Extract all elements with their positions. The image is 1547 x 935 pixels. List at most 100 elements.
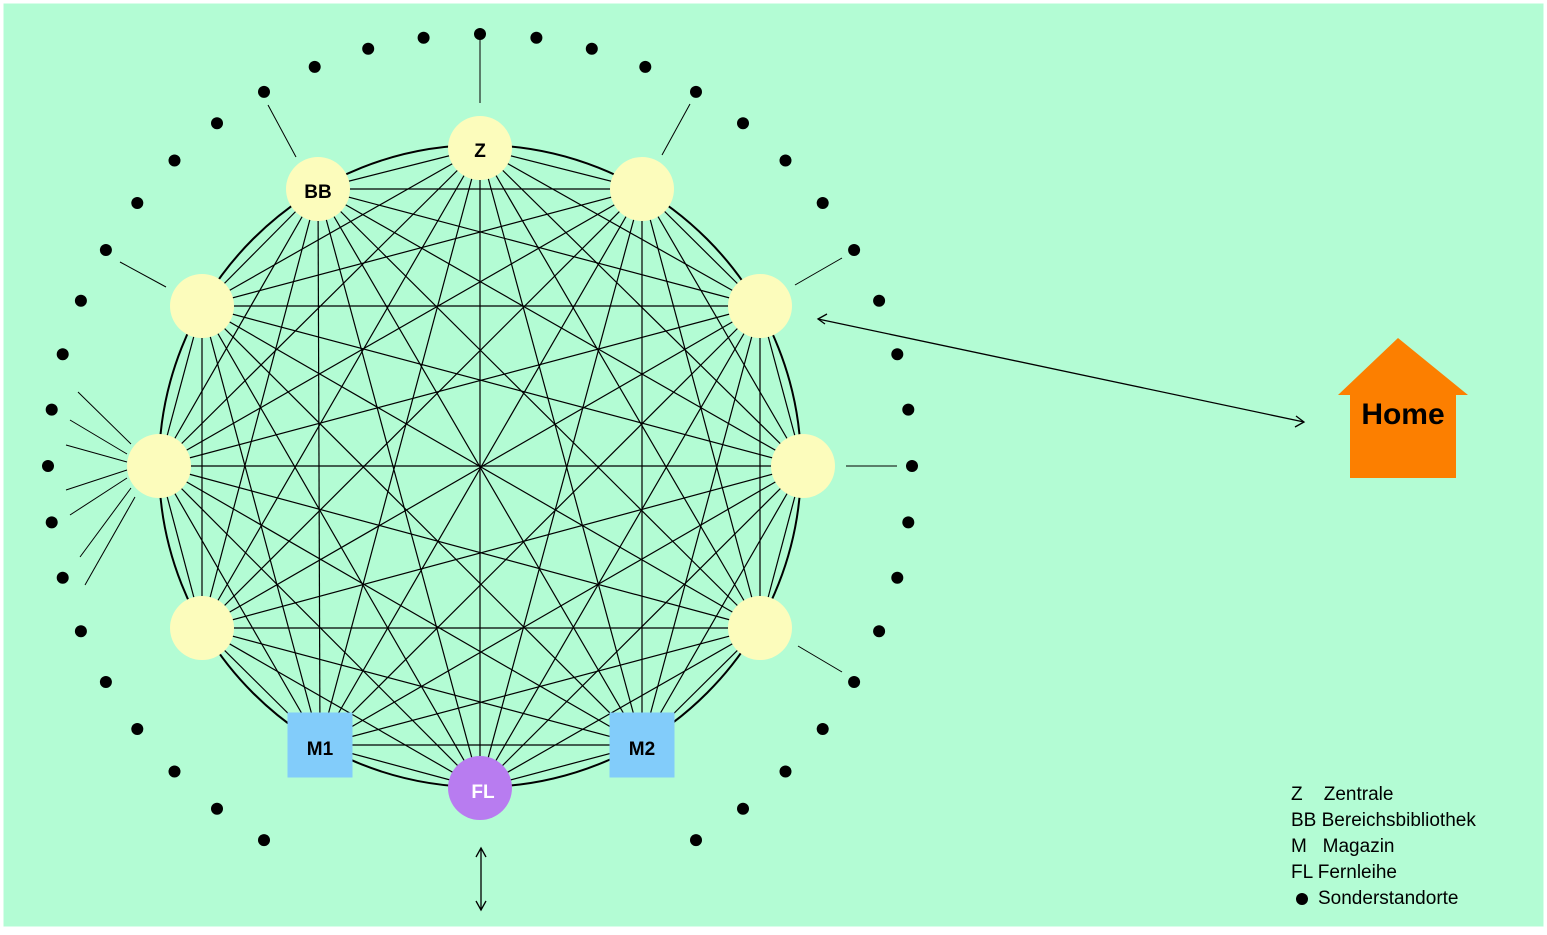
mesh-line — [319, 147, 481, 746]
mesh-connections — [158, 147, 804, 789]
sonderstandort-dot — [737, 802, 749, 815]
node-label-fernleihe: FL — [471, 782, 495, 803]
sonderstandort-dot — [737, 117, 749, 130]
sonderstandort-dot — [417, 31, 430, 44]
sonderstandort-dot — [891, 348, 904, 361]
sonderstandort-dot — [74, 625, 87, 638]
mesh-line — [201, 305, 321, 746]
legend-item-fernleihe: FL Fernleihe — [1291, 860, 1476, 886]
sonderstandort-dot — [474, 28, 486, 40]
home-link-arrow — [816, 313, 1306, 428]
mesh-line — [201, 305, 761, 629]
mesh-line — [158, 465, 321, 746]
sonderstandort-dot — [779, 765, 792, 778]
legend-item-zentrale: Z Zentrale — [1291, 782, 1476, 808]
sonderstandort-dot — [891, 571, 904, 584]
connector-line — [267, 104, 297, 158]
node-bereichsbibliothek — [286, 157, 350, 221]
connector-line — [69, 419, 128, 455]
legend-text-fernleihe: FL Fernleihe — [1291, 862, 1397, 883]
node-left-upper — [170, 274, 234, 338]
node-right-upper — [728, 274, 792, 338]
mesh-line — [641, 465, 804, 746]
sonderstandort-dot — [258, 834, 270, 847]
sonderstandort-dot — [362, 42, 375, 55]
connector-line — [661, 103, 691, 156]
house-icon — [1338, 338, 1468, 478]
connector-line — [65, 469, 128, 491]
mesh-line — [201, 305, 804, 467]
connector-line — [69, 477, 128, 516]
connector-line — [84, 496, 136, 586]
mesh-line — [158, 465, 761, 629]
sonderstandort-dot — [873, 294, 886, 307]
legend: Z Zentrale BB Bereichsbibliothek M Magaz… — [1291, 782, 1476, 912]
mesh-line — [479, 188, 643, 789]
sonderstandort-dot — [168, 154, 181, 167]
sonderstandort-dot — [848, 676, 861, 688]
fernleihe-external-arrow — [475, 846, 487, 912]
home-label: Home — [1361, 398, 1444, 431]
mesh-line — [201, 147, 481, 629]
node-left — [127, 434, 191, 498]
connector-line — [77, 391, 132, 445]
mesh-line — [201, 188, 319, 629]
node-label-bereichsbibliothek: BB — [304, 182, 331, 203]
mesh-line — [158, 188, 319, 467]
sonderstandort-dot — [873, 625, 886, 638]
library-nodes — [127, 116, 835, 820]
mesh-line — [158, 188, 643, 467]
sonderstandort-dot — [56, 571, 69, 584]
sonderstandort-dot — [45, 403, 58, 416]
mesh-line — [201, 188, 643, 307]
sonderstandort-dot — [585, 42, 598, 55]
sonderstandort-dot — [816, 197, 829, 209]
connector-line — [65, 444, 128, 463]
sonderstandort-dot — [45, 516, 58, 529]
legend-item-sonderstandorte: Sonderstandorte — [1291, 886, 1476, 912]
sonderstandort-dot — [308, 60, 321, 73]
node-left-lower — [170, 596, 234, 660]
mesh-line — [317, 188, 804, 467]
sonderstandort-dot — [211, 802, 223, 815]
mesh-line — [201, 188, 643, 629]
connector-line — [797, 645, 843, 673]
mesh-line — [201, 147, 481, 307]
sonderstandort-dot — [42, 460, 54, 472]
sonderstandort-dot — [74, 294, 87, 307]
sonderstandort-dot — [690, 834, 702, 847]
sonderstandort-dot — [639, 60, 652, 73]
sonderstandort-dot — [131, 197, 144, 209]
mesh-line — [158, 147, 481, 467]
node-right-lower — [728, 596, 792, 660]
sonderstandort-dot — [530, 31, 543, 44]
mesh-line — [317, 188, 321, 746]
sonderstandort-dot — [99, 676, 112, 688]
sonderstandort-dot — [131, 723, 144, 735]
mesh-line — [319, 465, 804, 746]
sonderstandort-dot — [211, 117, 223, 130]
mesh-line — [201, 627, 481, 789]
node-label-magazin2: M2 — [629, 739, 655, 760]
mesh-line — [201, 465, 804, 629]
bullet-icon — [1296, 893, 1308, 905]
connector-line — [119, 261, 167, 288]
mesh-line — [319, 305, 761, 746]
connector-line — [794, 257, 843, 286]
sonderstandorte-connectors — [65, 37, 897, 673]
sonderstandort-dot — [168, 765, 181, 778]
sonderstandort-dot — [56, 348, 69, 361]
sonderstandort-dot — [848, 244, 861, 256]
mesh-line — [479, 147, 761, 629]
node-right — [771, 434, 835, 498]
sonderstandort-dot — [906, 460, 918, 472]
mesh-line — [158, 305, 761, 467]
mesh-line — [317, 188, 643, 746]
sonderstandort-dot — [779, 154, 792, 167]
mesh-line — [317, 188, 481, 789]
sonderstandort-dot — [690, 85, 702, 98]
sonderstandort-dot — [258, 85, 270, 98]
node-magazin1 — [287, 712, 353, 778]
